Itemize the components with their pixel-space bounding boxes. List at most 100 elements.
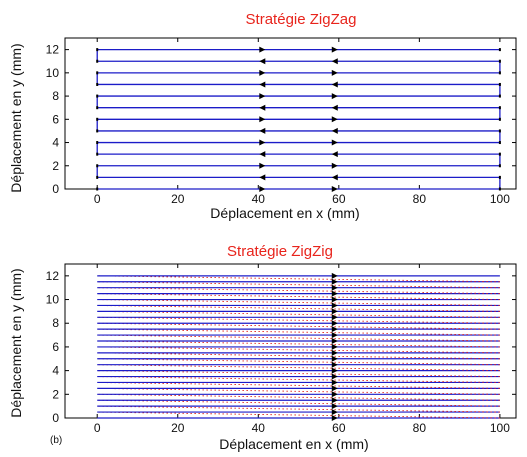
direction-arrow xyxy=(259,81,266,88)
y-tick-label: 0 xyxy=(52,182,59,196)
direction-arrow xyxy=(331,272,338,279)
x-tick-label: 40 xyxy=(252,192,266,206)
plot-area: 0 20 40 60 80 100 0 2 4 6 8 10 12 xyxy=(46,37,517,206)
direction-arrow xyxy=(331,151,338,158)
direction-arrow xyxy=(331,397,338,404)
x-tick-label: 80 xyxy=(413,421,427,435)
direction-arrow xyxy=(331,81,338,88)
y-tick-label: 2 xyxy=(52,159,59,173)
y-tick-label: 8 xyxy=(52,316,59,330)
pass-end-marker xyxy=(96,175,99,179)
direction-arrow xyxy=(331,403,338,410)
return-move xyxy=(97,370,500,377)
y-axis-label: Déplacement en y (mm) xyxy=(8,43,24,192)
series-line xyxy=(96,48,501,190)
pass-end-marker xyxy=(96,71,99,75)
y-tick-label: 12 xyxy=(46,43,60,57)
chart-zigzag: Stratégie ZigZag 0 20 40 60 80 100 0 2 4 6 8 10 12 D… xyxy=(8,11,517,221)
direction-arrow xyxy=(331,361,338,368)
return-move xyxy=(97,352,500,360)
pass-end-marker xyxy=(96,48,99,52)
return-move xyxy=(97,393,500,401)
pass-end-marker xyxy=(498,152,501,156)
direction-arrow xyxy=(331,162,338,169)
direction-arrow xyxy=(331,127,338,134)
return-move xyxy=(97,346,500,354)
direction-arrow xyxy=(331,69,338,76)
direction-arrow xyxy=(331,296,338,303)
direction-arrow xyxy=(259,104,266,111)
return-move xyxy=(97,328,500,336)
direction-arrow xyxy=(331,355,338,362)
pass-end-marker xyxy=(96,152,99,156)
direction-arrow xyxy=(331,308,338,315)
pass-end-marker xyxy=(498,94,501,98)
y-tick-label: 6 xyxy=(52,340,59,354)
y-axis-label: Déplacement en y (mm) xyxy=(8,268,24,417)
pass-end-marker xyxy=(498,106,501,110)
chart-title: Stratégie ZigZig xyxy=(227,243,333,260)
return-move xyxy=(97,316,500,324)
direction-arrow xyxy=(331,320,338,327)
direction-arrow xyxy=(259,93,266,100)
direction-arrow xyxy=(331,290,338,297)
direction-arrow xyxy=(331,338,338,344)
direction-arrow xyxy=(331,116,338,123)
direction-arrow xyxy=(259,127,266,134)
pass-end-marker xyxy=(96,94,99,98)
y-tick-label: 2 xyxy=(52,387,59,401)
direction-arrow xyxy=(331,326,338,333)
return-move xyxy=(97,305,500,312)
direction-arrow xyxy=(331,284,338,291)
pass-end-marker xyxy=(498,129,501,133)
x-tick-label: 0 xyxy=(94,192,101,206)
y-tick-label: 0 xyxy=(52,411,59,425)
return-move xyxy=(97,387,500,395)
y-tick-label: 6 xyxy=(52,112,59,126)
direction-arrow xyxy=(259,116,266,123)
direction-arrow xyxy=(259,69,266,76)
return-move xyxy=(97,340,500,348)
direction-arrow xyxy=(259,46,266,53)
direction-arrow xyxy=(331,314,338,321)
direction-arrow xyxy=(331,104,338,111)
return-move xyxy=(97,275,500,283)
chart-zigzig: Stratégie ZigZig 0 20 40 60 80 100 0 2 4 6 8 10 12 D… xyxy=(8,243,517,452)
direction-arrow xyxy=(331,349,338,356)
direction-arrow xyxy=(331,367,338,374)
direction-arrow xyxy=(331,409,338,416)
return-move xyxy=(97,293,500,300)
y-tick-label: 12 xyxy=(46,269,60,283)
pass-end-marker xyxy=(96,129,99,133)
direction-arrow xyxy=(331,391,338,398)
direction-arrow xyxy=(331,373,338,380)
return-move xyxy=(97,405,500,413)
direction-arrow xyxy=(331,302,338,309)
x-tick-label: 100 xyxy=(490,421,510,435)
direction-arrow xyxy=(331,58,338,65)
direction-arrow xyxy=(331,139,338,146)
return-move xyxy=(97,358,500,366)
pass-end-marker xyxy=(498,141,501,145)
x-tick-label: 20 xyxy=(171,192,185,206)
return-move xyxy=(97,281,500,289)
return-move xyxy=(97,310,500,318)
return-move xyxy=(97,399,500,407)
return-move xyxy=(97,334,500,342)
pass-end-marker xyxy=(498,117,501,121)
return-move xyxy=(97,382,500,389)
y-tick-label: 4 xyxy=(52,364,59,378)
pass-end-marker xyxy=(96,106,99,110)
x-tick-label: 80 xyxy=(413,192,427,206)
direction-arrow xyxy=(331,46,338,53)
x-tick-label: 100 xyxy=(490,192,510,206)
x-tick-label: 60 xyxy=(332,421,346,435)
x-tick-label: 40 xyxy=(252,421,266,435)
pass-end-marker xyxy=(96,164,99,168)
direction-arrow xyxy=(259,162,266,169)
return-move xyxy=(97,376,500,383)
x-tick-label: 0 xyxy=(94,421,101,435)
direction-arrow xyxy=(331,186,338,192)
chart-title: Stratégie ZigZag xyxy=(246,11,357,28)
